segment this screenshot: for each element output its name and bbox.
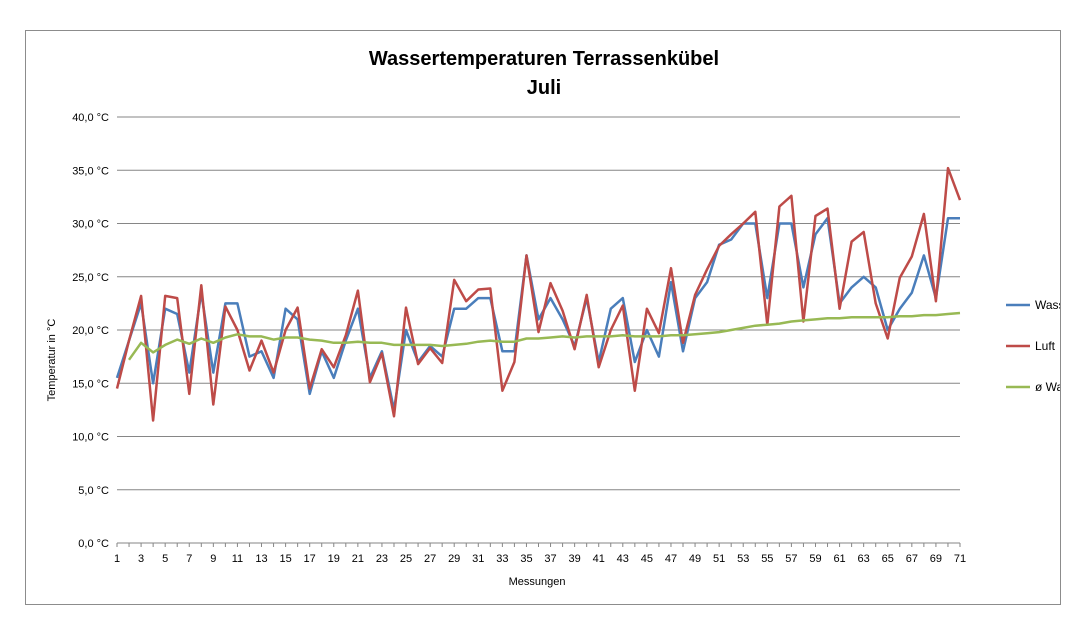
x-axis-tick-labels: 1 3 5 7 9 11 13 15 17 19 21 23 25 27 29 31 33 35 37 39 41 43 4…	[114, 543, 966, 565]
y-tick-label: 30,0 °C	[72, 219, 109, 231]
x-axis-title: Messungen	[509, 576, 566, 588]
x-tick-label: 69	[930, 553, 942, 565]
x-tick-label: 39	[569, 553, 581, 565]
x-tick-label: 51	[713, 553, 725, 565]
x-tick-label: 7	[186, 553, 192, 565]
x-tick-label: 59	[809, 553, 821, 565]
line-chart: Wassertemperaturen Terrassenkübel Juli 0…	[46, 48, 1060, 588]
y-axis-title: Temperatur in °C	[46, 319, 58, 402]
gridlines	[117, 116, 960, 491]
y-tick-label: 0,0 °C	[78, 538, 109, 550]
y-tick-label: 40,0 °C	[72, 112, 109, 124]
x-tick-label: 37	[544, 553, 556, 565]
x-tick-label: 55	[761, 553, 773, 565]
x-tick-label: 35	[520, 553, 532, 565]
x-tick-label: 21	[352, 553, 364, 565]
y-tick-label: 35,0 °C	[72, 165, 109, 177]
x-tick-label: 31	[472, 553, 484, 565]
y-tick-label: 10,0 °C	[72, 432, 109, 444]
x-tick-label: 47	[665, 553, 677, 565]
y-tick-label: 15,0 °C	[72, 378, 109, 390]
chart-title: Wassertemperaturen Terrassenkübel	[369, 48, 719, 70]
x-tick-label: 19	[328, 553, 340, 565]
x-tick-label: 49	[689, 553, 701, 565]
series-line-3	[127, 311, 961, 361]
x-tick-label: 57	[785, 553, 797, 565]
x-tick-label: 9	[210, 553, 216, 565]
legend: Wasser Luft ø Wasser	[1006, 298, 1060, 394]
x-tick-label: 11	[232, 553, 243, 565]
legend-label: Wasser	[1035, 298, 1060, 312]
x-tick-label: 25	[400, 553, 412, 565]
x-tick-label: 45	[641, 553, 653, 565]
x-tick-label: 53	[737, 553, 749, 565]
x-tick-label: 23	[376, 553, 388, 565]
x-tick-label: 67	[906, 553, 918, 565]
series-lines	[115, 166, 962, 422]
chart-subtitle: Juli	[527, 77, 561, 99]
x-tick-label: 33	[496, 553, 508, 565]
x-tick-label: 43	[617, 553, 629, 565]
x-tick-label: 41	[593, 553, 605, 565]
x-tick-label: 13	[255, 553, 267, 565]
series-line-2	[115, 166, 962, 422]
x-tick-label: 1	[114, 553, 120, 565]
x-tick-label: 61	[833, 553, 845, 565]
chart-frame: Wassertemperaturen Terrassenkübel Juli 0…	[25, 30, 1061, 605]
y-tick-label: 20,0 °C	[72, 325, 109, 337]
series-line-1	[115, 216, 960, 412]
x-tick-label: 29	[448, 553, 460, 565]
legend-label: ø Wasser	[1035, 380, 1060, 394]
x-tick-label: 63	[858, 553, 870, 565]
y-axis-tick-labels: 0,0 °C 5,0 °C 10,0 °C 15,0 °C 20,0 °C 25,0 °C…	[72, 112, 109, 550]
y-tick-label: 25,0 °C	[72, 272, 109, 284]
x-tick-label: 5	[162, 553, 168, 565]
y-tick-label: 5,0 °C	[78, 485, 109, 497]
x-tick-label: 15	[279, 553, 291, 565]
x-tick-label: 17	[304, 553, 316, 565]
x-tick-label: 27	[424, 553, 436, 565]
legend-label: Luft	[1035, 339, 1056, 353]
x-tick-label: 71	[954, 553, 966, 565]
x-tick-label: 3	[138, 553, 144, 565]
x-tick-label: 65	[882, 553, 894, 565]
